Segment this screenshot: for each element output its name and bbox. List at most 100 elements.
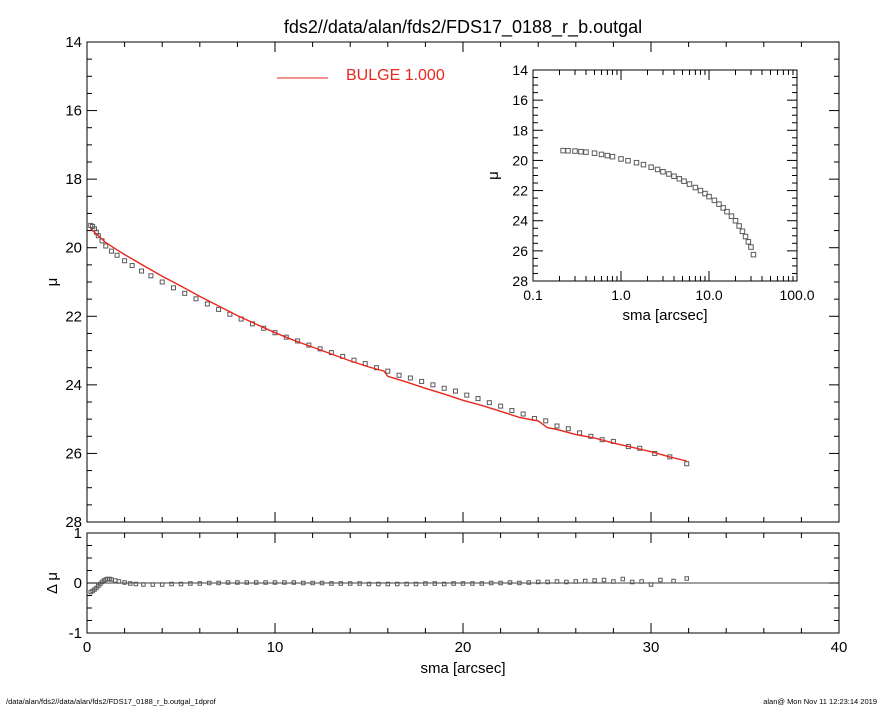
- y-tick-label: 26: [512, 243, 528, 259]
- data-point: [204, 301, 210, 307]
- data-point: [716, 201, 722, 207]
- data-point: [141, 582, 146, 587]
- data-point: [122, 258, 128, 264]
- model-line-bulge: [90, 228, 687, 462]
- y-axis-label: μ: [44, 278, 61, 287]
- data-point: [592, 578, 597, 583]
- data-point: [148, 273, 154, 279]
- data-point: [357, 581, 362, 586]
- y-tick-label: 16: [65, 103, 82, 120]
- x-tick-label: 100.0: [779, 287, 814, 303]
- data-point: [750, 251, 757, 258]
- data-point: [159, 582, 165, 587]
- data-point: [572, 148, 578, 154]
- data-point: [235, 580, 240, 585]
- data-point: [611, 579, 616, 584]
- data-point: [419, 378, 425, 384]
- x-tick-label: 0.1: [523, 287, 543, 303]
- data-point: [182, 290, 188, 296]
- y-tick-label: 24: [512, 213, 528, 229]
- data-point: [139, 268, 145, 274]
- main-profile-panel: 14 16 18 20 22 24 26 28 μ: [44, 34, 840, 531]
- y-tick-label: 26: [65, 445, 82, 462]
- y-tick-label: 28: [65, 514, 82, 531]
- x-tick-label: 30: [643, 639, 660, 656]
- data-point: [464, 392, 470, 398]
- y-tick-label: 1: [74, 525, 82, 542]
- data-point: [692, 184, 699, 191]
- x-tick-label: 10.0: [695, 287, 722, 303]
- data-point: [545, 579, 550, 585]
- data-point: [573, 579, 579, 584]
- y-tick-label: 18: [65, 171, 82, 188]
- footer-right: alan@ Mon Nov 11 12:23:14 2019: [763, 697, 877, 706]
- data-point: [509, 408, 515, 414]
- data-point: [413, 581, 419, 587]
- data-point: [216, 306, 222, 312]
- data-point: [116, 579, 122, 584]
- data-point: [748, 244, 754, 250]
- data-point: [732, 217, 739, 224]
- data-point: [129, 263, 135, 269]
- data-point: [543, 418, 549, 424]
- y-tick-label: 22: [65, 308, 82, 325]
- data-point: [347, 581, 353, 586]
- y-tick-label: 14: [65, 34, 82, 51]
- data-point: [706, 193, 712, 200]
- data-point: [263, 580, 268, 585]
- data-point: [598, 151, 605, 158]
- data-point: [604, 152, 611, 159]
- data-point: [479, 581, 485, 586]
- data-point: [671, 578, 676, 584]
- inset-background: [533, 70, 797, 281]
- data-point: [396, 372, 402, 378]
- data-point: [329, 581, 334, 586]
- data-point: [394, 581, 400, 587]
- data-point: [535, 579, 541, 585]
- data-point: [601, 577, 607, 583]
- x-tick-label: 0: [83, 639, 91, 656]
- data-point: [639, 579, 644, 584]
- data-point: [554, 579, 560, 584]
- data-point: [310, 580, 315, 586]
- data-point: [376, 581, 381, 587]
- data-point: [366, 581, 372, 587]
- data-point: [319, 580, 325, 586]
- data-point: [671, 173, 677, 180]
- data-point: [654, 166, 661, 173]
- data-point: [385, 368, 391, 374]
- y-tick-label: 22: [512, 183, 528, 199]
- data-point: [272, 330, 278, 336]
- data-point: [660, 168, 666, 175]
- data-point: [470, 581, 475, 586]
- data-point: [648, 582, 654, 587]
- x-tick-label: 20: [455, 639, 472, 656]
- plot-title: fds2//data/alan/fds2/FDS17_0188_r_b.outg…: [284, 17, 642, 38]
- data-point: [127, 581, 133, 586]
- data-point: [441, 385, 447, 391]
- y-axis-label: μ: [485, 171, 502, 180]
- data-point: [451, 581, 456, 586]
- data-point: [711, 197, 718, 204]
- data-point: [565, 426, 571, 432]
- data-point: [114, 252, 120, 258]
- data-point: [206, 580, 212, 586]
- data-point: [441, 581, 447, 587]
- data-point: [95, 233, 101, 239]
- data-point: [720, 205, 726, 211]
- data-point: [193, 296, 199, 302]
- inset-log-panel: 0.1 1.0 10.0 100.0 14 16 18 20 22 24 26 28 μ sma [arc…: [485, 62, 815, 324]
- data-point: [498, 403, 504, 409]
- legend: BULGE 1.000: [277, 67, 445, 84]
- data-point: [282, 580, 287, 585]
- data-point: [578, 148, 584, 155]
- x-axis-label: sma [arcsec]: [622, 307, 707, 324]
- y-tick-label: 0: [74, 575, 82, 592]
- y-tick-label: 24: [65, 377, 82, 394]
- data-point: [170, 285, 176, 291]
- data-point: [338, 581, 344, 586]
- y-tick-label: -1: [69, 625, 82, 642]
- y-tick-label: 28: [512, 273, 528, 289]
- data-point: [618, 156, 624, 162]
